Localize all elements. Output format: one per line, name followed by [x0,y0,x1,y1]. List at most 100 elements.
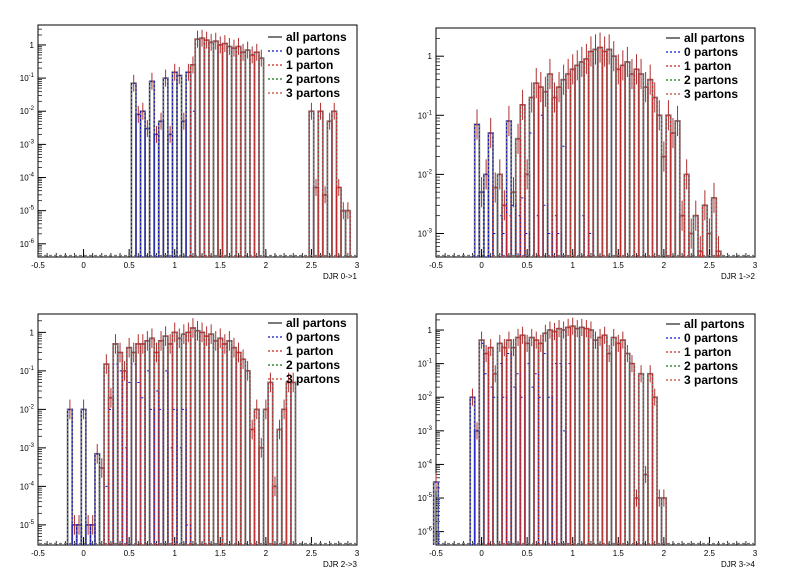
bin-p1 [651,396,658,545]
bin-p1 [620,64,626,257]
y-tick-label: 10-6 [418,527,433,537]
legend-label: 0 partons [684,331,738,345]
bin-p0 [149,408,155,545]
bin-p1 [258,447,265,545]
bin-p1 [638,73,644,257]
bin-p0 [171,408,178,545]
bin-p1 [556,86,562,257]
bin-p1 [335,187,342,257]
bin-p1 [606,353,612,545]
bin-p1 [615,68,622,257]
bin-p1 [688,232,694,257]
x-axis-title: DJR 3->4 [721,560,756,569]
bin-p1 [565,326,571,545]
y-tick-label: 10-2 [418,392,433,402]
bin-p0 [117,370,123,545]
bin-p1 [656,114,663,257]
bin-p1 [231,347,237,545]
bin-p1 [542,91,549,257]
y-tick-label: 1 [30,328,35,337]
bin-p1 [711,197,717,257]
legend-label: 1 parton [286,58,333,72]
y-tick-label: 1 [428,52,433,61]
bin-p1 [670,132,676,257]
y-tick-label: 10-4 [20,173,35,183]
bin-p1 [222,343,228,545]
bin-p1 [492,186,499,257]
bin-p0 [506,120,512,257]
bin-p1 [501,204,508,257]
panel-2: -0.5 0 0.5 1 1.5 2 2.5 3 10-3 10-2 10-1 1 DJR 1->2 al… [418,27,758,281]
bin-p0 [80,408,87,545]
bin-p1 [665,114,672,257]
legend-label: all partons [684,317,745,331]
y-tick-label: 10-3 [418,228,433,238]
bin-p1 [588,329,594,545]
bin-p1 [345,210,351,257]
bin-p1 [515,138,521,257]
legend-label: 0 partons [684,45,738,59]
bin-p1 [551,97,558,257]
bin-p1 [112,343,119,545]
bin-p1 [601,334,608,545]
bin-p1 [140,343,146,545]
bin-p1 [99,467,105,545]
bin-p1 [331,110,337,257]
bin-p1 [551,331,558,545]
bin-p1 [674,120,681,257]
bin-p1 [528,97,535,257]
bin-p1 [642,86,649,257]
x-tick-label: 2 [264,261,269,270]
y-tick-label: 1 [30,41,35,50]
bin-p1 [506,215,512,257]
x-axis-title: DJR 1->2 [721,272,756,281]
bin-p1 [497,342,503,545]
bin-p1 [258,57,265,257]
x-tick-label: 2.5 [704,261,716,270]
y-tick-label: 1 [428,326,433,335]
x-tick-label: 0.5 [124,549,136,558]
plot-frame [435,27,756,258]
bin-p1 [222,43,228,257]
bin-p1 [588,51,594,257]
bin-p1 [579,326,585,545]
legend-label: 2 partons [684,73,738,87]
bin-p1 [574,64,581,257]
y-tick-label: 10-3 [20,139,35,149]
bin-p0 [130,82,137,257]
bin-p1 [597,47,603,257]
bin-p0 [162,370,169,545]
x-tick-label: 2.5 [704,549,716,558]
bin-p1 [528,336,535,545]
x-tick-label: -0.5 [31,549,45,558]
bin-p1 [538,342,544,545]
x-tick-label: 0.5 [124,261,136,270]
bin-p0 [474,430,480,545]
x-tick-label: -0.5 [31,261,45,270]
bin-p1 [633,497,640,545]
legend-label: 1 parton [684,59,731,73]
x-tick-label: 0 [479,261,484,270]
x-tick-label: 2.5 [306,549,318,558]
legend-label: 3 partons [684,373,738,387]
plot-frame [37,24,358,258]
bin-p0 [469,396,476,545]
x-tick-label: 1 [172,261,177,270]
bin-p0 [542,353,549,545]
bin-p1 [194,330,201,545]
bin-p1 [533,82,540,257]
x-tick-label: 2 [662,549,667,558]
panel-4: -0.5 0 0.5 1 1.5 2 2.5 3 10-6 10-5 10-4 10-3 10-2 10-… [418,313,758,569]
y-tick-label: 10-1 [418,110,433,120]
bin-p1 [560,79,567,257]
bin-p1 [176,337,183,545]
legend-label: all partons [286,30,347,44]
bin-p1 [638,373,644,545]
bin-p1 [629,73,635,257]
bin-p1 [547,329,553,545]
bin-p1 [194,38,201,257]
x-axis-title: DJR 2->3 [323,560,358,569]
bin-p1 [542,332,549,545]
